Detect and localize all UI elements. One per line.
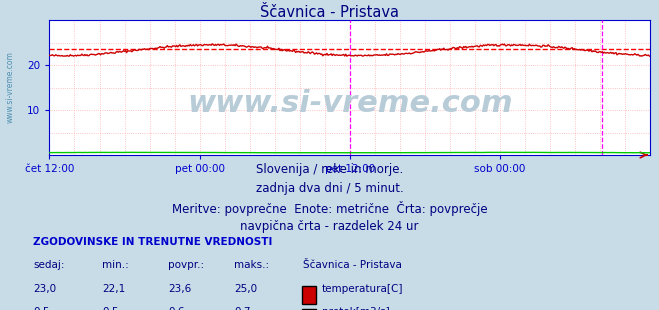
Text: sedaj:: sedaj: — [33, 260, 65, 270]
Text: www.si-vreme.com: www.si-vreme.com — [5, 51, 14, 123]
Text: 25,0: 25,0 — [234, 284, 257, 294]
Text: www.si-vreme.com: www.si-vreme.com — [187, 89, 513, 118]
Text: temperatura[C]: temperatura[C] — [322, 284, 403, 294]
Text: ZGODOVINSKE IN TRENUTNE VREDNOSTI: ZGODOVINSKE IN TRENUTNE VREDNOSTI — [33, 237, 272, 247]
Text: zadnja dva dni / 5 minut.: zadnja dva dni / 5 minut. — [256, 182, 403, 195]
Text: Slovenija / reke in morje.: Slovenija / reke in morje. — [256, 163, 403, 176]
Text: 0,7: 0,7 — [234, 307, 250, 310]
Text: navpična črta - razdelek 24 ur: navpična črta - razdelek 24 ur — [241, 220, 418, 233]
Text: Meritve: povprečne  Enote: metrične  Črta: povprečje: Meritve: povprečne Enote: metrične Črta:… — [172, 201, 487, 216]
Text: 22,1: 22,1 — [102, 284, 125, 294]
Text: pretok[m3/s]: pretok[m3/s] — [322, 307, 389, 310]
Text: 0,5: 0,5 — [33, 307, 49, 310]
Text: Ščavnica - Pristava: Ščavnica - Pristava — [260, 5, 399, 20]
Text: maks.:: maks.: — [234, 260, 269, 270]
Text: 23,0: 23,0 — [33, 284, 56, 294]
Text: 0,5: 0,5 — [102, 307, 119, 310]
Text: povpr.:: povpr.: — [168, 260, 204, 270]
Text: min.:: min.: — [102, 260, 129, 270]
Text: 23,6: 23,6 — [168, 284, 191, 294]
Text: 0,6: 0,6 — [168, 307, 185, 310]
Text: Ščavnica - Pristava: Ščavnica - Pristava — [303, 260, 402, 270]
